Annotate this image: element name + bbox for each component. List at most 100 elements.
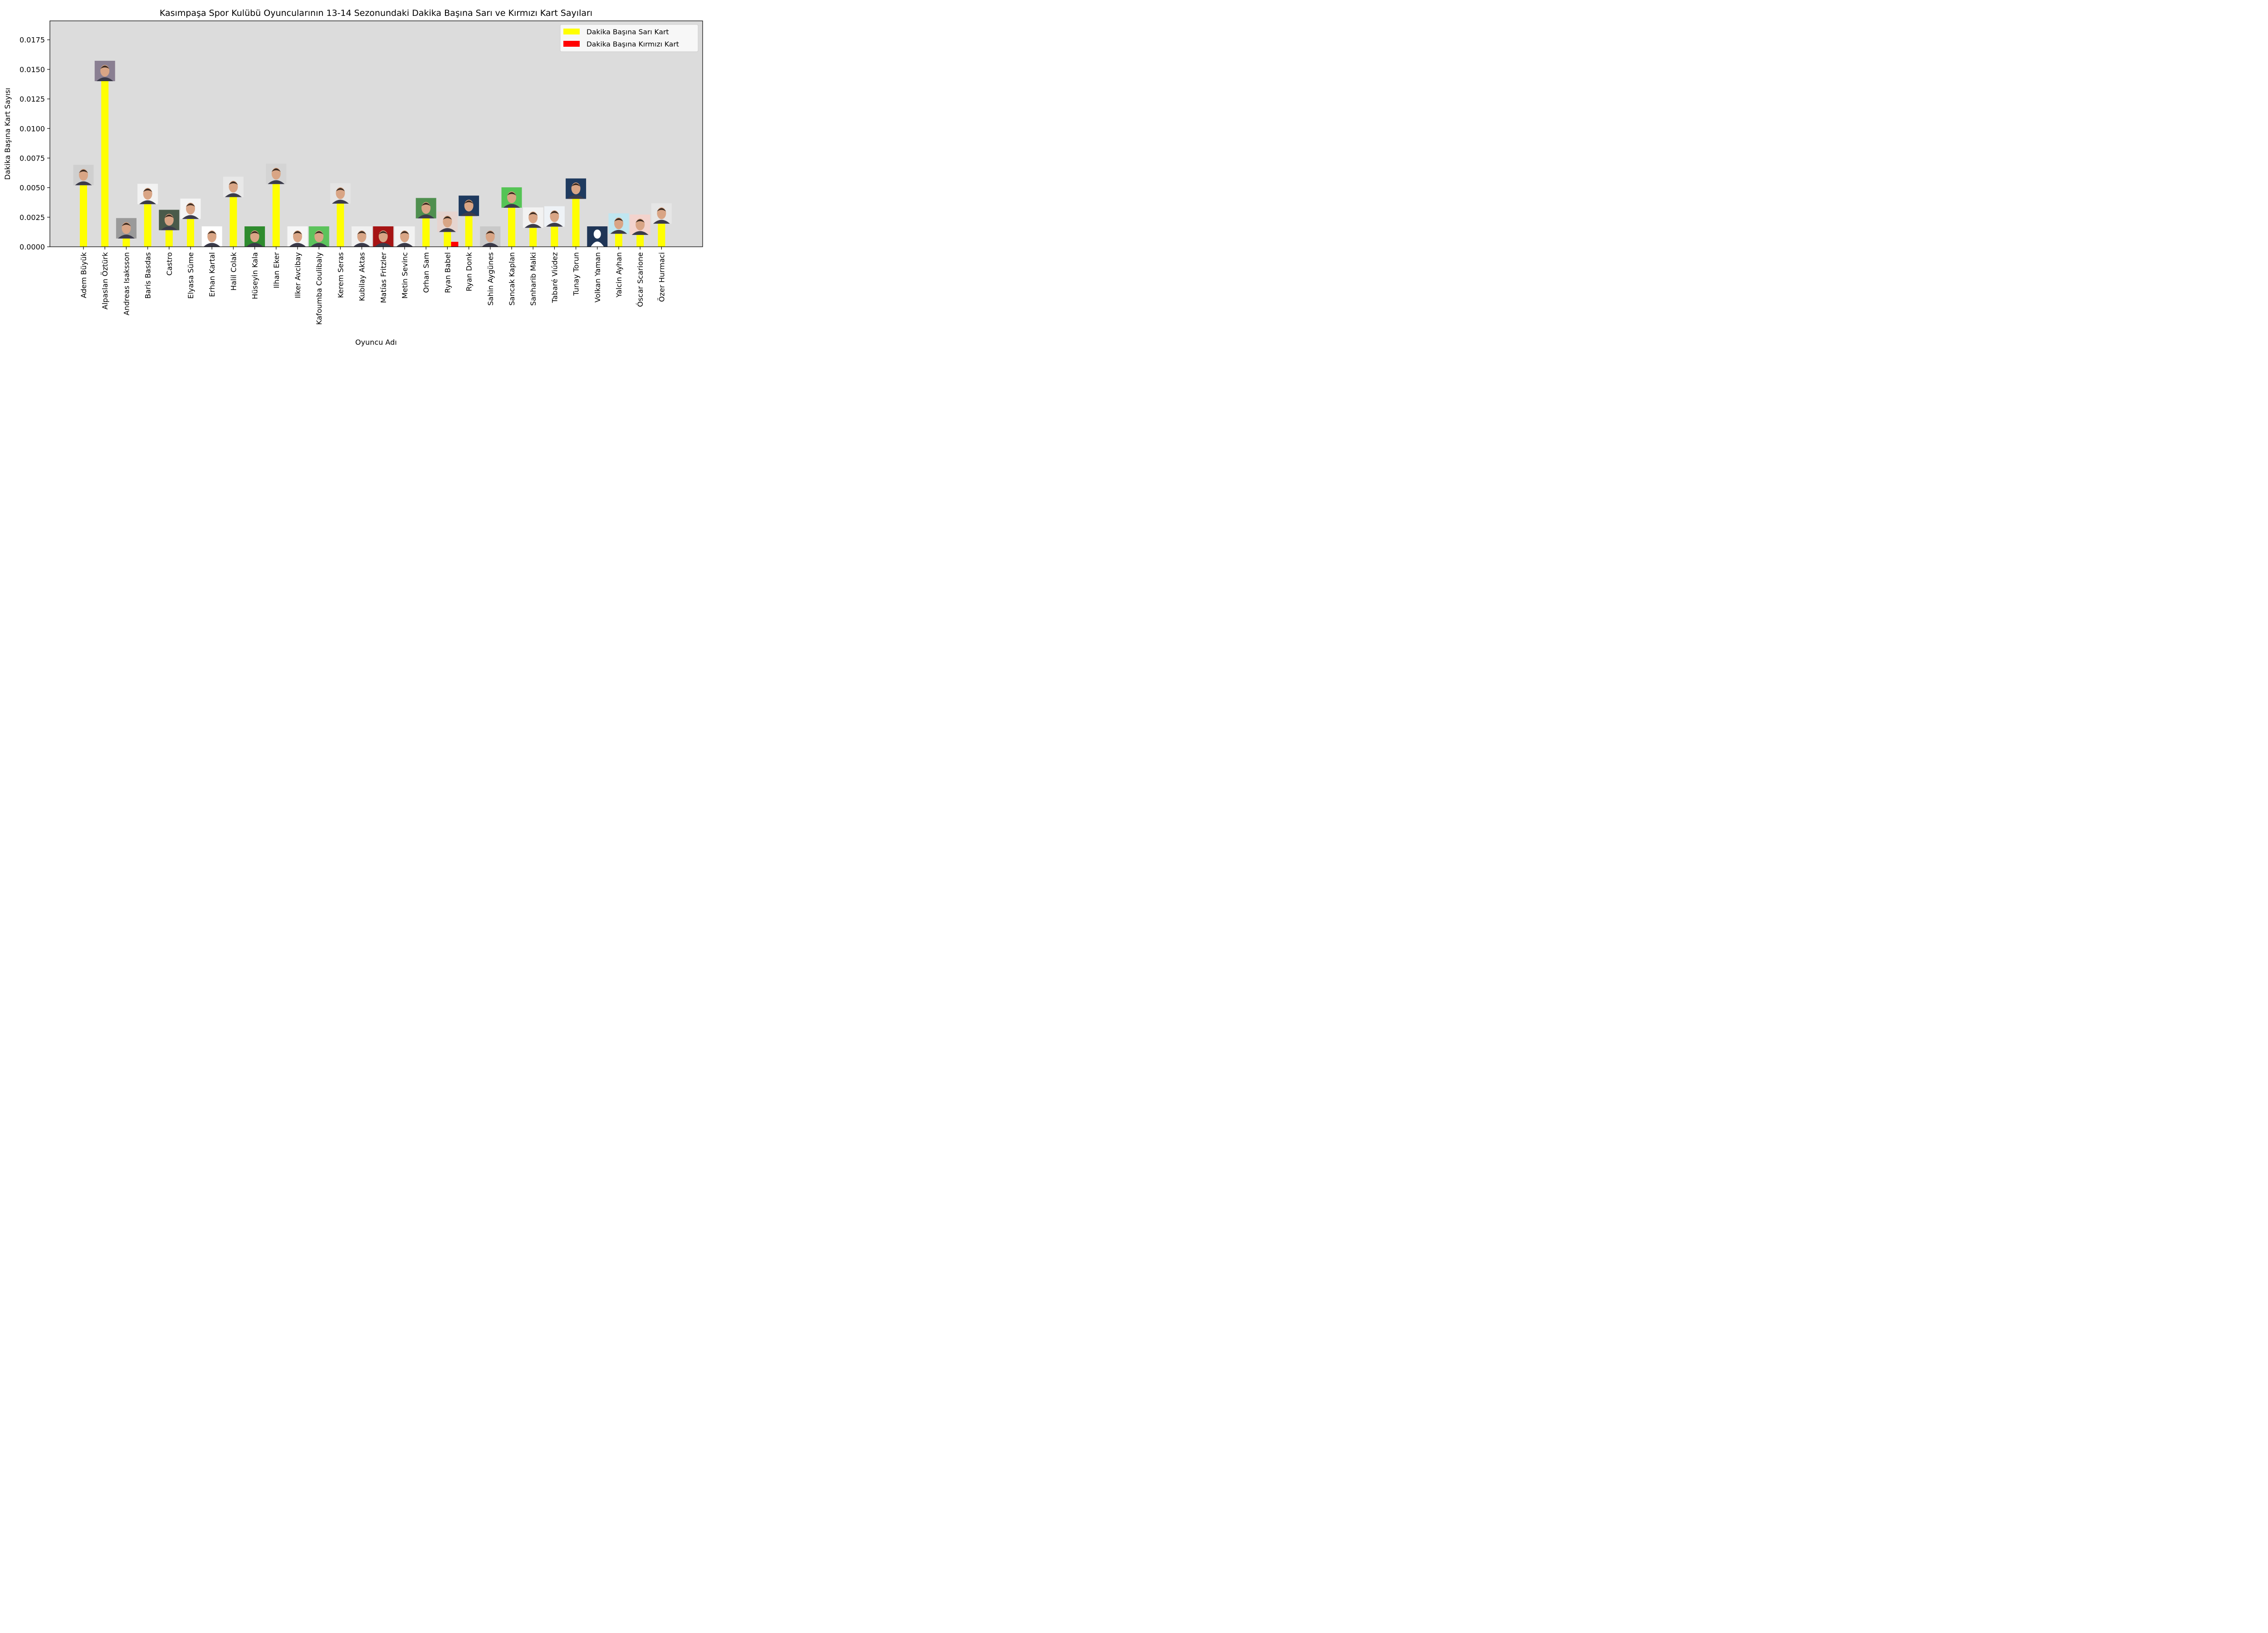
x-tick-label: Sancak Kaplan — [508, 252, 516, 306]
bar-yellow-card — [187, 219, 194, 247]
photo-face — [314, 230, 324, 242]
photo-shoulders — [375, 243, 392, 247]
player-photo-icon — [352, 226, 372, 247]
photo-face — [229, 181, 238, 193]
player-photo-icon — [116, 218, 137, 239]
photo-face — [79, 169, 88, 181]
bar-yellow-card — [615, 234, 622, 247]
photo-face — [571, 182, 581, 195]
y-tick-label: 0.0175 — [20, 36, 45, 44]
x-tick-label: Orhan Sam — [422, 252, 430, 293]
photo-face — [528, 211, 538, 224]
x-tick-label: Ryan Babel — [443, 252, 452, 293]
player-photo-icon — [266, 163, 287, 184]
photo-shoulders — [332, 200, 349, 204]
photo-face — [443, 215, 452, 228]
x-tick-label: Alpaslan Öztürk — [101, 252, 109, 309]
y-axis-label: Dakika Başına Kart Sayısı — [3, 88, 12, 180]
x-tick-label: Sahin Aygünes — [486, 252, 495, 306]
photo-shoulders — [460, 212, 478, 216]
photo-shoulders — [567, 195, 585, 199]
photo-hair — [635, 219, 645, 223]
photo-face — [186, 202, 195, 215]
photo-face — [657, 207, 666, 220]
player-photo-icon — [566, 178, 587, 199]
x-tick-label: Hüseyin Kala — [251, 252, 259, 299]
player-photo-icon — [308, 226, 329, 247]
photo-shoulders — [310, 243, 327, 247]
player-photo-icon — [651, 203, 672, 224]
y-tick-label: 0.0025 — [20, 213, 45, 222]
photo-face — [122, 222, 131, 234]
bar-yellow-card — [572, 199, 580, 247]
legend-swatch-red — [563, 41, 580, 47]
player-photo-icon — [73, 165, 94, 186]
photo-shoulders — [289, 243, 306, 247]
player-photo-icon — [501, 187, 522, 208]
bar-red-card — [451, 242, 459, 247]
player-photo-icon — [180, 198, 201, 219]
player-photo-icon — [244, 226, 265, 247]
player-photo-icon — [330, 183, 351, 204]
photo-hair — [528, 212, 538, 216]
x-tick-label: Castro — [165, 252, 174, 276]
photo-hair — [357, 231, 367, 235]
player-silhouette-icon — [587, 226, 608, 247]
photo-hair — [421, 202, 431, 206]
photo-hair — [378, 231, 388, 235]
plot-frame — [49, 20, 703, 247]
photo-hair — [314, 231, 324, 235]
x-tick-label: Matías Fritzler — [379, 252, 388, 303]
x-tick-label: Andreas Isaksson — [122, 252, 131, 315]
y-tick-label: 0.0125 — [20, 95, 45, 103]
legend-frame — [560, 24, 699, 52]
photo-hair — [250, 231, 259, 235]
player-photo-icon — [437, 211, 458, 232]
x-tick-label: Ilker Avcibay — [293, 252, 302, 298]
plot-area — [50, 21, 703, 247]
player-photo-icon — [373, 226, 394, 247]
photo-face — [635, 218, 645, 230]
photo-hair — [122, 223, 131, 226]
photo-hair — [614, 218, 623, 222]
player-photo-icon — [137, 184, 158, 205]
photo-hair — [164, 214, 174, 218]
photo-shoulders — [117, 235, 135, 239]
photo-face — [378, 230, 388, 242]
player-photo-icon — [480, 226, 501, 247]
x-tick-label: Ilhan Eker — [272, 252, 281, 288]
photo-hair — [186, 203, 195, 207]
photo-shoulders — [225, 193, 242, 197]
y-tick-label: 0.0150 — [20, 65, 45, 74]
photo-hair — [507, 192, 516, 196]
player-photo-icon — [544, 206, 565, 227]
player-photo-icon — [608, 213, 629, 234]
photo-shoulders — [482, 243, 499, 247]
photo-shoulders — [246, 243, 264, 247]
bar-yellow-card — [165, 230, 173, 247]
photo-hair — [271, 168, 281, 172]
bar-yellow-card — [272, 184, 280, 247]
bar-yellow-card — [144, 204, 152, 247]
bar-yellow-card — [422, 218, 430, 247]
y-axis: 0.0000 0.0025 0.0050 0.0075 0.0100 0.0125 0.01… — [20, 36, 50, 251]
bar-yellow-card — [658, 224, 665, 247]
plot-layer — [80, 81, 665, 247]
photo-face — [207, 230, 217, 242]
photo-face — [250, 230, 259, 242]
player-photos — [73, 60, 672, 247]
x-axis: Adem Büyük Alpaslan Öztürk Andreas Isaksso… — [79, 247, 666, 325]
y-tick-label: 0.0075 — [20, 154, 45, 162]
chart: Kasımpaşa Spor Kulübü Oyuncularının 13-1… — [3, 8, 703, 347]
player-photo-icon — [223, 176, 244, 197]
x-tick-label: Tunay Torun — [572, 252, 581, 296]
photo-shoulders — [161, 226, 178, 230]
photo-hair — [229, 181, 238, 185]
photo-shoulders — [417, 214, 435, 219]
bar-yellow-card — [529, 228, 537, 247]
photo-shoulders — [653, 220, 670, 224]
x-tick-label: Elyasa Süme — [186, 252, 195, 299]
x-tick-label: Kafoumba Coulibaly — [315, 252, 323, 325]
chart-title: Kasımpaşa Spor Kulübü Oyuncularının 13-1… — [160, 8, 592, 18]
y-tick-label: 0.0100 — [20, 124, 45, 133]
